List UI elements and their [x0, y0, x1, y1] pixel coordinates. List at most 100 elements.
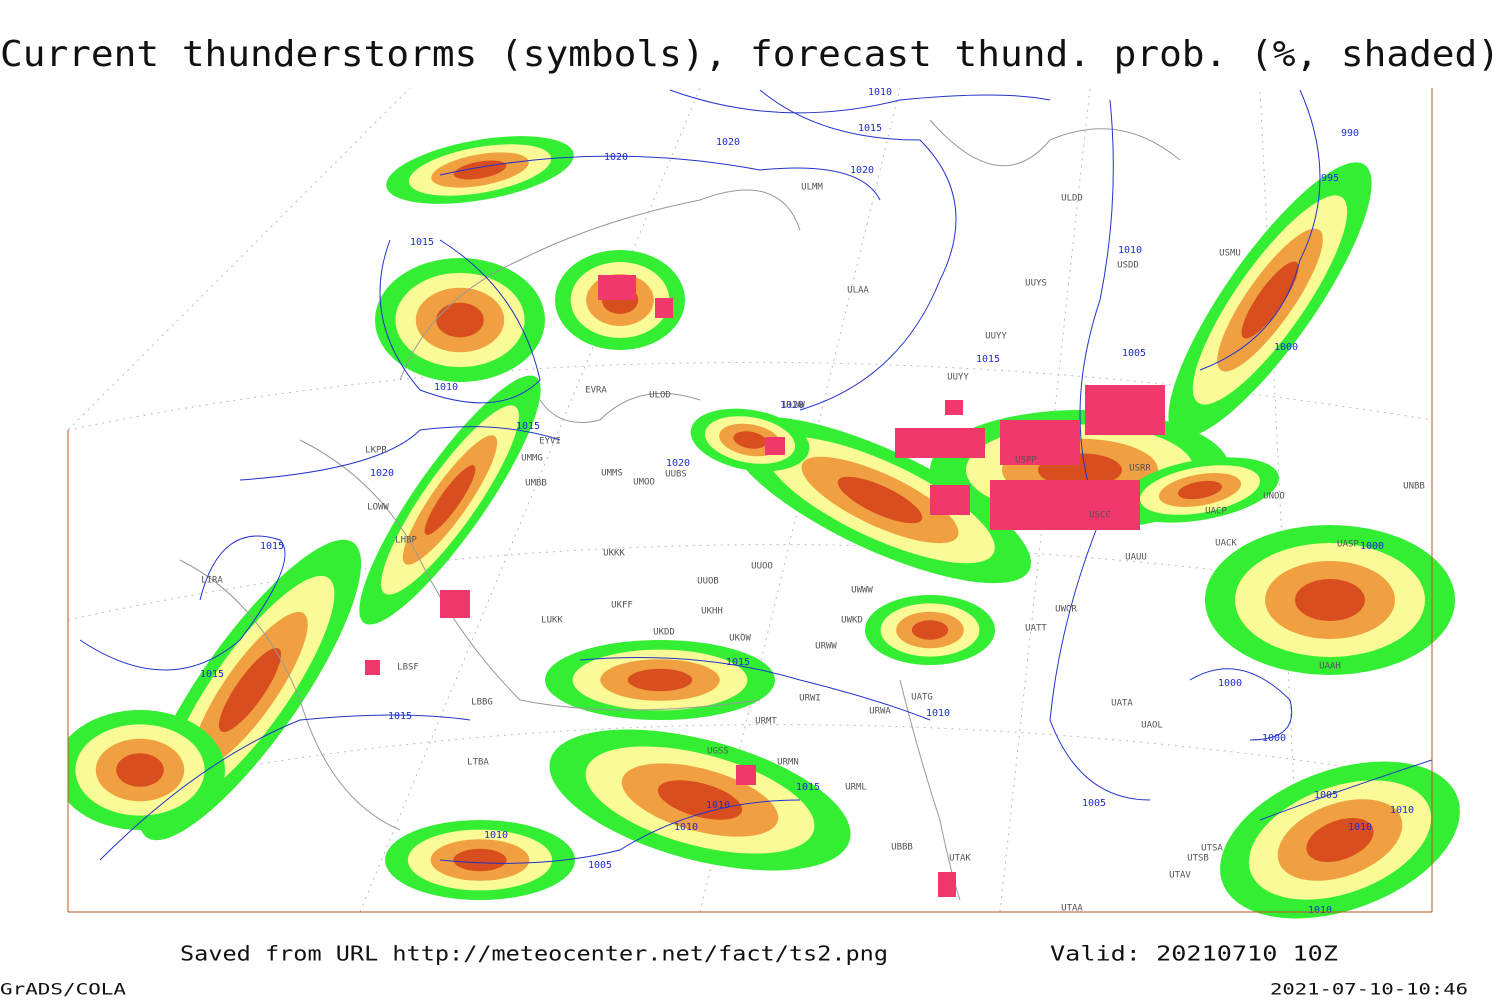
coastline	[539, 392, 701, 423]
station-label: UATT	[1025, 624, 1047, 634]
storm-symbol	[765, 437, 785, 455]
station-label: LBBG	[471, 698, 493, 708]
probability-area	[436, 302, 484, 338]
storm-symbol	[655, 298, 673, 318]
station-label: UWWW	[851, 586, 873, 596]
isobar-label: 1015	[410, 237, 434, 248]
storm-symbol	[440, 590, 470, 618]
isobar-label: 1015	[200, 669, 224, 680]
isobar-label: 1005	[1122, 348, 1146, 359]
isobar-label: 1010	[706, 800, 730, 811]
station-label: UACK	[1215, 539, 1237, 549]
station-label: URMN	[777, 758, 799, 768]
isobar-label: 1000	[1274, 342, 1298, 353]
isobar	[759, 89, 957, 411]
probability-area	[733, 431, 767, 449]
storm-symbol	[736, 765, 756, 785]
station-label: URML	[845, 783, 867, 793]
station-label: UMOO	[633, 478, 655, 488]
isobar-label: 1015	[858, 123, 882, 134]
coastline	[179, 559, 401, 831]
isobar	[99, 714, 471, 861]
isobar	[669, 89, 1051, 114]
station-label: UAAH	[1319, 662, 1341, 672]
isobar-label: 1010	[1348, 822, 1372, 833]
isobar	[79, 535, 286, 671]
storm-symbol	[1000, 420, 1080, 465]
source-url: Saved from URL http://meteocenter.net/fa…	[180, 942, 888, 966]
probability-area	[1241, 261, 1299, 339]
station-label: LOWW	[367, 503, 389, 513]
station-label: UNOO	[1263, 492, 1285, 502]
station-label: UATG	[911, 693, 933, 703]
isobar	[1189, 668, 1292, 741]
isobar-label: 1015	[516, 421, 540, 432]
isobar-label: 1010	[1118, 245, 1142, 256]
station-label: USDD	[1117, 261, 1139, 271]
station-label: UUYY	[985, 332, 1007, 342]
isobar	[579, 657, 931, 721]
isobar-label: 1020	[850, 165, 874, 176]
station-label: UKOW	[729, 634, 751, 644]
station-label: UTSA	[1201, 844, 1223, 854]
isobar-label: 1020	[716, 137, 740, 148]
station-label: EVRA	[585, 386, 607, 396]
station-label: URWI	[799, 694, 821, 704]
station-label: UMMG	[521, 454, 543, 464]
station-label: UTSB	[1187, 854, 1209, 864]
borders	[179, 119, 1181, 901]
station-label: LBSF	[397, 663, 419, 673]
isobar-label: 1010	[674, 822, 698, 833]
station-label: UKKK	[603, 549, 625, 559]
probability-area	[1177, 480, 1223, 500]
station-label: UUOB	[697, 577, 719, 587]
coastline	[399, 189, 801, 381]
station-label: LIRA	[201, 576, 223, 586]
station-label: UMBB	[525, 479, 547, 489]
coastline	[929, 119, 1181, 167]
isobar-label: 1010	[926, 708, 950, 719]
station-label: UUYY	[947, 373, 969, 383]
station-label: USRR	[1129, 464, 1151, 474]
isobar-label: 1000	[1262, 733, 1286, 744]
storm-symbol	[930, 485, 970, 515]
storm-symbol	[990, 480, 1140, 530]
station-label: USMU	[1219, 249, 1241, 259]
station-label: ULMM	[801, 183, 823, 193]
probability-area	[453, 848, 507, 872]
station-label: LKPR	[365, 446, 387, 456]
station-label: UKDD	[653, 628, 675, 638]
station-label: UTAA	[1061, 904, 1083, 914]
probability-area	[911, 620, 949, 640]
isobar-label: 1015	[796, 782, 820, 793]
isobar	[239, 426, 561, 481]
storm-symbol	[365, 660, 380, 675]
station-label: UWKD	[841, 616, 863, 626]
probability-area	[1306, 818, 1374, 862]
thunderstorm-symbols	[365, 275, 1165, 897]
isobar-label: 1020	[370, 468, 394, 479]
storm-symbol	[1085, 385, 1165, 435]
isobar-label: 1015	[726, 657, 750, 668]
isobar-label: 1000	[1360, 541, 1384, 552]
probability-area	[1295, 579, 1365, 621]
isobar-label: 1010	[1308, 905, 1332, 916]
probability-area	[424, 465, 476, 535]
isobar-label: 995	[1321, 173, 1339, 184]
isobar-label: 1005	[588, 860, 612, 871]
station-label: UMMS	[601, 469, 623, 479]
software: GrADS/COLA	[0, 980, 126, 999]
isobar-label: 1005	[1082, 798, 1106, 809]
station-label: EYVI	[539, 437, 561, 447]
isobar-label: 1015	[388, 711, 412, 722]
probability-area	[116, 753, 164, 787]
station-label: ULDD	[1061, 194, 1083, 204]
station-label: URWW	[815, 642, 837, 652]
station-label: LHBP	[395, 536, 417, 546]
isobar-label: 990	[1341, 128, 1359, 139]
storm-symbol	[598, 275, 636, 300]
mask	[0, 0, 68, 912]
station-label: ULOD	[649, 391, 671, 401]
isobars	[79, 89, 1433, 864]
station-label: UACP	[1205, 507, 1227, 517]
